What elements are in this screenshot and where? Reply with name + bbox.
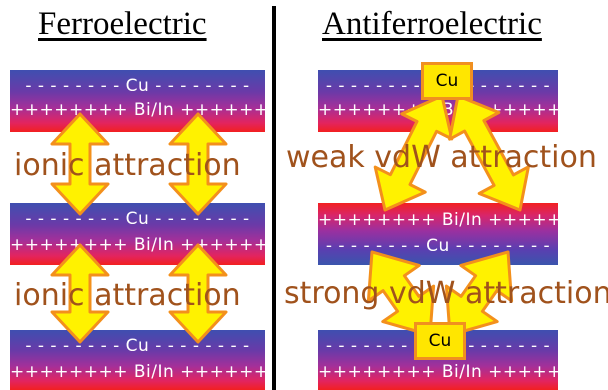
bi-layer-text: ++++++++ Bi/In ++++++++ <box>318 362 558 382</box>
weak-vdw-label: weak vdW attraction <box>286 140 597 175</box>
ionic-attraction-label-1: ionic attraction <box>14 148 241 183</box>
ferro-layer-2: - - - - - - - - Cu - - - - - - - - +++++… <box>10 203 265 265</box>
strong-vdw-label: strong vdW attraction <box>284 276 608 311</box>
ferro-layer-3: - - - - - - - - Cu - - - - - - - - +++++… <box>10 330 265 390</box>
bi-layer-text: ++++++++ Bi/In ++++++++ <box>10 362 265 382</box>
double-arrow-icon <box>168 112 228 216</box>
double-arrow-icon <box>168 243 228 344</box>
cu-ion-box-top: Cu <box>421 62 473 100</box>
center-divider <box>272 6 276 390</box>
antiferroelectric-title: Antiferroelectric <box>322 6 542 42</box>
cu-layer-text: - - - - - - - - Cu - - - - - - - - <box>325 236 551 256</box>
double-arrow-icon <box>50 243 110 344</box>
bi-layer-text: ++++++++ Bi/In ++++++++ <box>10 100 265 120</box>
double-arrow-icon <box>373 94 454 212</box>
cu-ion-box-bottom: Cu <box>414 322 466 360</box>
antiferro-layer-2: ++++++++ Bi/In ++++++++ - - - - - - - - … <box>318 203 558 265</box>
double-arrow-icon <box>448 94 530 212</box>
cu-layer-text: - - - - - - - - Cu - - - - - - - - <box>25 76 250 96</box>
double-arrow-icon <box>50 112 110 216</box>
ionic-attraction-label-2: ionic attraction <box>14 278 241 313</box>
ferroelectric-title: Ferroelectric <box>38 6 207 42</box>
ferro-layer-1: - - - - - - - - Cu - - - - - - - - +++++… <box>10 70 265 132</box>
bi-layer-text: ++++++++ Bi/In ++++++++ <box>318 210 558 230</box>
